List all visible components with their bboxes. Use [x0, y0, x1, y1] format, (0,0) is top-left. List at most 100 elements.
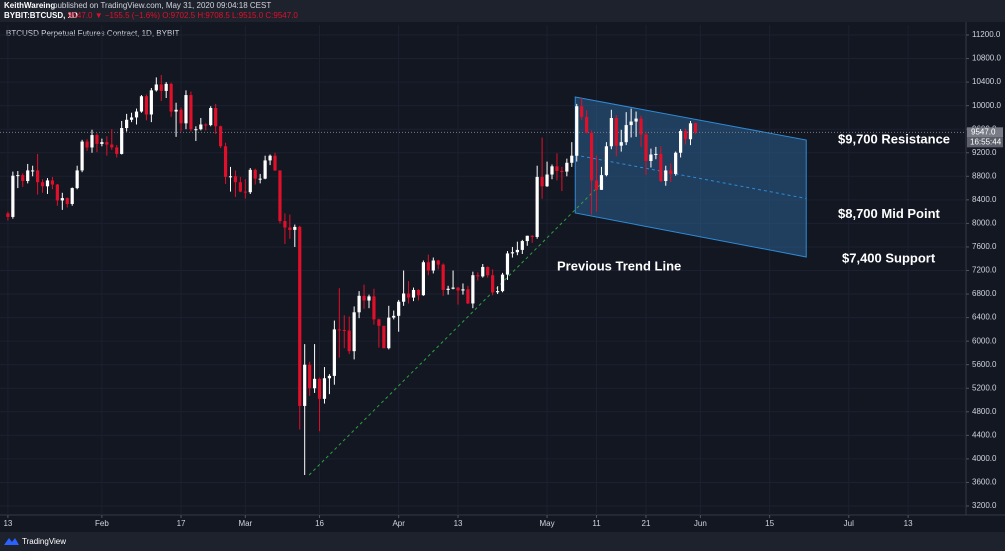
- candle-body: [411, 289, 416, 298]
- candle-body: [327, 375, 332, 379]
- candle-body: [139, 96, 144, 112]
- candle-body: [159, 84, 163, 91]
- channel: [574, 96, 807, 258]
- candle-body: [491, 275, 495, 293]
- candle-body: [238, 182, 242, 192]
- annotation: $9,700 Resistance: [838, 131, 950, 146]
- y-tick-label: 10400.0: [972, 77, 1001, 86]
- y-tick-label: 11200.0: [972, 30, 1001, 39]
- candle-body: [510, 252, 515, 254]
- candle-body: [441, 264, 445, 290]
- candle-body: [639, 118, 643, 135]
- candle-body: [565, 162, 569, 172]
- candle-body: [555, 166, 559, 172]
- candle-body: [387, 317, 391, 349]
- candle-body: [90, 135, 94, 148]
- candle-body: [406, 293, 411, 298]
- candle-body: [570, 155, 574, 163]
- candle-body: [654, 153, 658, 155]
- candle-body: [312, 378, 317, 389]
- candle-body: [60, 198, 64, 201]
- y-tick-label: 6400.0: [972, 313, 997, 322]
- candle-body: [634, 118, 638, 122]
- candle-body: [243, 191, 247, 193]
- y-tick-label: 8400.0: [972, 195, 997, 204]
- y-tick-label: 10000.0: [972, 101, 1001, 110]
- candle-body: [258, 178, 262, 180]
- last-price-label: 9547.0: [971, 127, 996, 136]
- trend-line: [308, 184, 601, 476]
- candle-body: [105, 142, 109, 145]
- footer-bar: [0, 532, 1005, 551]
- x-tick-label: May: [539, 519, 554, 528]
- candle-body: [669, 170, 673, 174]
- quote: 9547.0 ▼ −155.5 (−1.6%) O:9702.5 H:9708.…: [68, 11, 298, 20]
- y-tick-label: 3200.0: [972, 501, 997, 510]
- candle-body: [481, 266, 485, 277]
- candle-body: [144, 96, 149, 115]
- candle-body: [421, 262, 425, 296]
- candle-body: [283, 221, 287, 228]
- candle-body: [233, 176, 238, 183]
- candle-body: [308, 364, 312, 389]
- x-tick-label: 16: [315, 519, 324, 528]
- candle-body: [461, 289, 465, 291]
- candle-body: [382, 325, 386, 349]
- symbol: BYBIT:BTCUSD, 1D: [4, 11, 78, 20]
- candle-body: [520, 241, 524, 250]
- candle-body: [525, 235, 529, 242]
- candle-body: [55, 184, 59, 201]
- candle-body: [693, 123, 698, 133]
- candle-body: [337, 329, 341, 331]
- y-tick-label: 5600.0: [972, 360, 997, 369]
- candle-body: [273, 155, 277, 171]
- x-tick-label: Jul: [844, 519, 854, 528]
- candle-body: [134, 111, 139, 118]
- chart-title: BTCUSD Perpetual Futures Contract, 1D, B…: [6, 29, 180, 38]
- candle-body: [589, 132, 594, 181]
- candle-body: [679, 130, 683, 153]
- x-tick-label: Jun: [694, 519, 707, 528]
- published: published on TradingView.com, May 31, 20…: [53, 1, 271, 10]
- candle-body: [392, 315, 396, 318]
- plot-area: [0, 25, 966, 515]
- x-tick-label: 13: [3, 519, 12, 528]
- candle-body: [629, 121, 633, 126]
- x-tick-label: 15: [765, 519, 774, 528]
- candle-body: [228, 176, 233, 178]
- candle-body: [550, 166, 554, 175]
- candle-body: [357, 295, 361, 313]
- candle-body: [377, 319, 381, 326]
- publisher[interactable]: KeithWareing: [4, 1, 55, 10]
- candle-body: [70, 188, 74, 204]
- candle-body: [189, 95, 193, 130]
- candle-body: [342, 329, 346, 331]
- candle-body: [154, 84, 158, 91]
- candle-body: [164, 83, 168, 91]
- candle-body: [21, 175, 25, 182]
- candle-body: [194, 129, 198, 131]
- y-tick-label: 4800.0: [972, 407, 997, 416]
- footer-brand[interactable]: TradingView: [22, 537, 66, 546]
- candle-body: [609, 118, 613, 147]
- candle-body: [486, 266, 490, 276]
- candle-body: [26, 170, 30, 182]
- candle-body: [535, 176, 539, 237]
- candle-body: [223, 146, 228, 177]
- candle-body: [65, 198, 69, 204]
- candle-body: [115, 147, 119, 154]
- candle-body: [624, 125, 628, 143]
- annotation: Previous Trend Line: [557, 258, 681, 273]
- candle-body: [674, 152, 678, 174]
- candle-body: [85, 141, 89, 148]
- candle-body: [110, 144, 114, 148]
- candle-body: [619, 142, 623, 146]
- candle-body: [169, 83, 173, 112]
- candle-body: [362, 295, 366, 301]
- candle-body: [288, 227, 292, 230]
- candle-body: [278, 170, 282, 222]
- y-tick-label: 10800.0: [972, 54, 1001, 63]
- candle-body: [436, 260, 440, 265]
- candle-body: [426, 262, 430, 271]
